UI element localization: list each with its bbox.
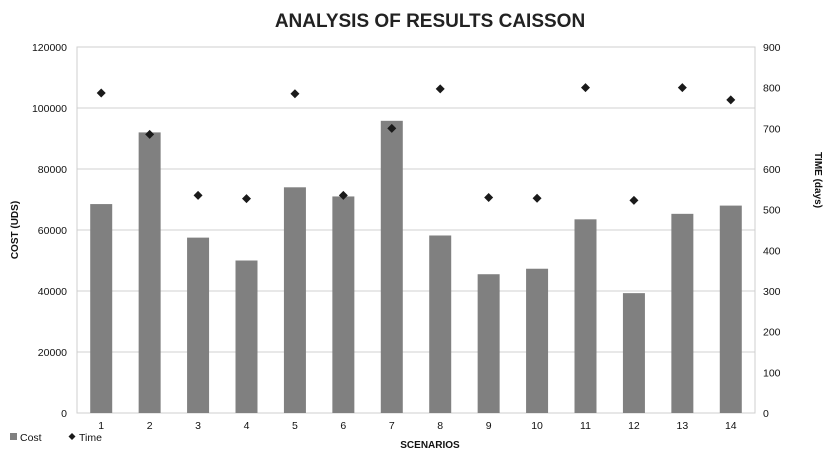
y2-tick-label: 300 [763, 286, 781, 298]
x-tick-label: 6 [340, 420, 346, 432]
time-marker [338, 190, 348, 200]
cost-bar [235, 260, 258, 413]
x-tick-label: 7 [389, 420, 395, 432]
x-tick-label: 5 [292, 420, 298, 432]
x-tick-label: 8 [437, 420, 443, 432]
y-axis-left-ticks: 0 20000 40000 60000 80000 100000 120000 [32, 42, 67, 420]
y-axis-right-title: TIME (days) [812, 152, 823, 208]
x-tick-label: 12 [628, 420, 640, 432]
y2-tick-label: 0 [763, 408, 769, 420]
y2-tick-label: 500 [763, 205, 781, 217]
y-tick-label: 80000 [38, 164, 67, 176]
legend-time-label: Time [79, 432, 102, 444]
time-marker [435, 84, 445, 94]
cost-bar [526, 268, 549, 413]
x-tick-label: 14 [725, 420, 737, 432]
cost-bar [477, 274, 500, 413]
time-marker [290, 89, 300, 99]
cost-bar [622, 293, 645, 413]
y2-tick-label: 400 [763, 245, 781, 257]
y-tick-label: 40000 [38, 286, 67, 298]
time-marker [242, 194, 251, 204]
y-tick-label: 120000 [32, 42, 67, 54]
x-tick-label: 10 [531, 420, 543, 432]
y-axis-left-title: COST (UDS) [10, 201, 21, 259]
x-axis-ticks: 1 2 3 4 5 6 7 8 9 10 11 12 13 14 [98, 420, 736, 432]
x-tick-label: 9 [486, 420, 492, 432]
x-tick-label: 11 [580, 420, 591, 432]
cost-bar [380, 120, 403, 413]
y-tick-label: 20000 [38, 347, 67, 359]
time-marker [484, 192, 494, 202]
y2-tick-label: 900 [763, 42, 781, 54]
cost-bar [90, 204, 113, 413]
cost-bar [332, 196, 355, 413]
x-tick-label: 3 [195, 420, 201, 432]
y2-tick-label: 800 [763, 83, 781, 95]
legend-cost-label: Cost [20, 432, 42, 444]
y-tick-label: 0 [61, 408, 67, 420]
cost-bar [671, 213, 694, 413]
legend-time-swatch [68, 433, 76, 440]
cost-bar [187, 237, 210, 413]
cost-bar [429, 235, 452, 413]
x-tick-label: 2 [147, 420, 153, 432]
time-marker [581, 83, 590, 93]
gridlines [77, 46, 755, 414]
y2-tick-label: 200 [763, 327, 781, 339]
y2-tick-label: 700 [763, 123, 781, 135]
legend-cost-swatch [10, 433, 17, 440]
y2-tick-label: 600 [763, 164, 781, 176]
cost-bar [138, 132, 161, 413]
time-markers [96, 83, 736, 205]
time-marker [193, 190, 203, 200]
time-marker [629, 195, 639, 205]
y-tick-label: 100000 [32, 103, 67, 115]
chart-title: ANALYSIS OF RESULTS CAISSON [275, 11, 585, 32]
legend: Cost Time [10, 432, 102, 444]
time-marker [532, 193, 542, 203]
time-marker [387, 123, 397, 133]
time-marker [96, 88, 106, 98]
cost-bar [283, 187, 306, 413]
plot-area [76, 46, 756, 414]
x-tick-label: 13 [677, 420, 689, 432]
time-marker [726, 95, 736, 105]
time-marker [145, 129, 155, 139]
cost-bars [90, 120, 742, 413]
x-tick-label: 1 [98, 420, 104, 432]
cost-bar [719, 205, 742, 413]
y-tick-label: 60000 [38, 225, 67, 237]
x-axis-title: SCENARIOS [400, 440, 460, 451]
y-axis-right-ticks: 0 100 200 300 400 500 600 700 800 900 [763, 42, 781, 420]
x-tick-label: 4 [244, 420, 250, 432]
y2-tick-label: 100 [763, 367, 781, 379]
cost-bar [574, 219, 597, 413]
time-marker [677, 83, 687, 93]
